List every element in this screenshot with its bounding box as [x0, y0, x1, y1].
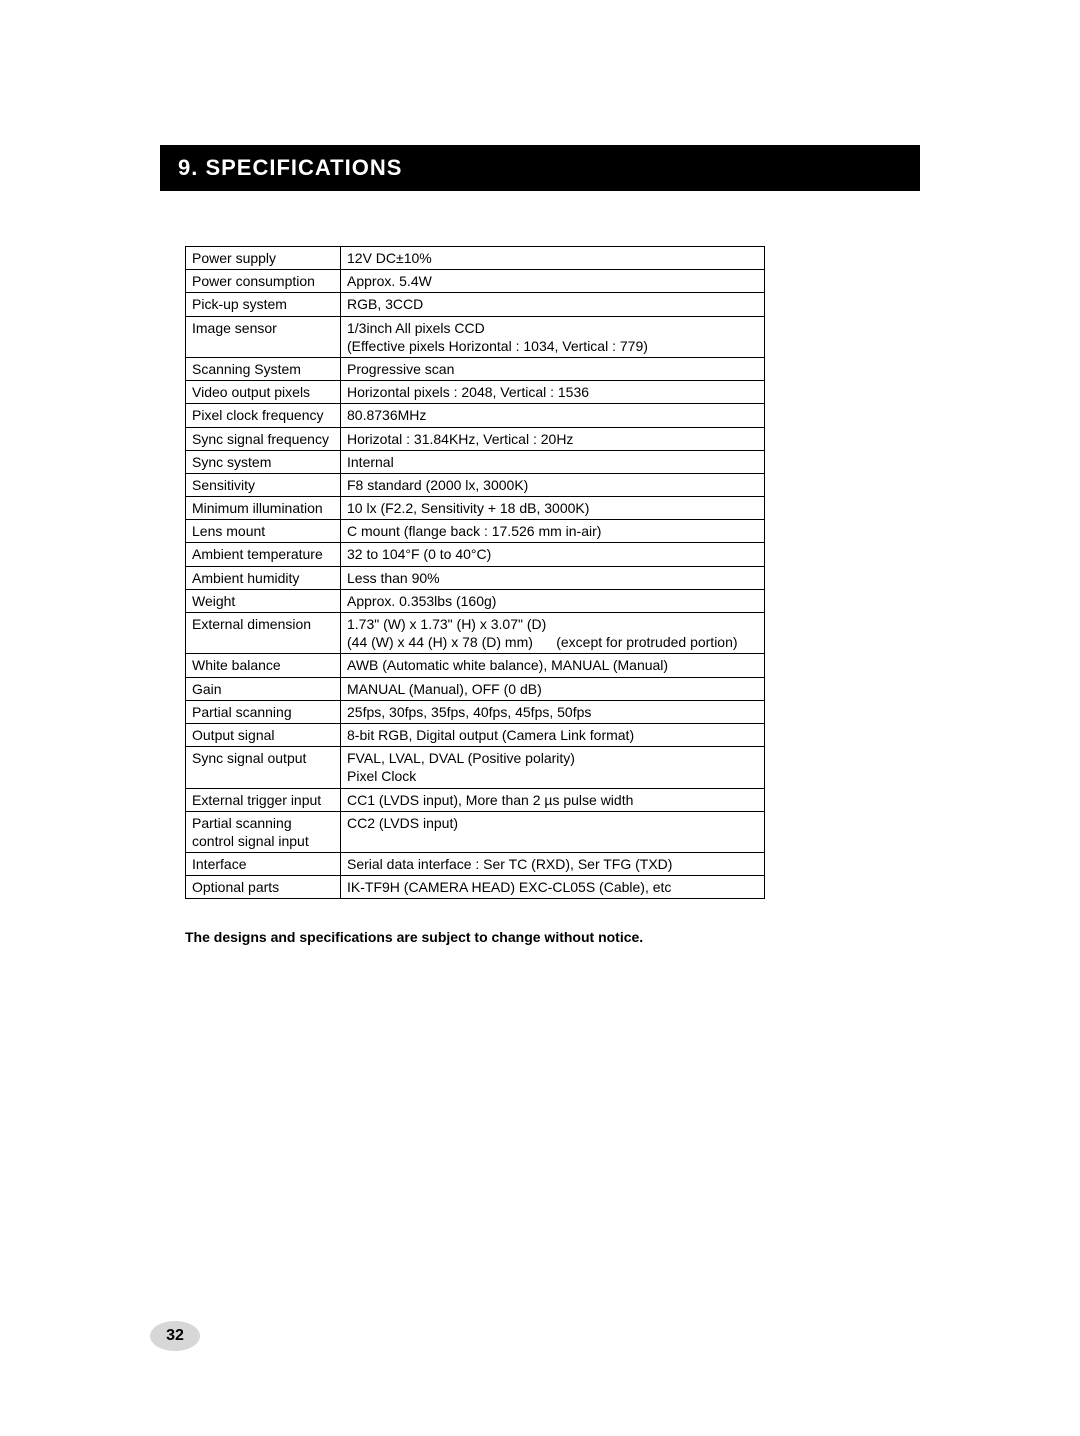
- spec-label: Gain: [186, 677, 341, 700]
- spec-value: Serial data interface : Ser TC (RXD), Se…: [341, 853, 765, 876]
- spec-value: CC1 (LVDS input), More than 2 µs pulse w…: [341, 788, 765, 811]
- spec-label: Sensitivity: [186, 473, 341, 496]
- spec-value: Internal: [341, 450, 765, 473]
- spec-value: Progressive scan: [341, 357, 765, 380]
- spec-label: Lens mount: [186, 520, 341, 543]
- spec-value: CC2 (LVDS input): [341, 811, 765, 852]
- spec-value: C mount (flange back : 17.526 mm in-air): [341, 520, 765, 543]
- specifications-table: Power supply12V DC±10%Power consumptionA…: [185, 246, 765, 899]
- spec-value: 25fps, 30fps, 35fps, 40fps, 45fps, 50fps: [341, 700, 765, 723]
- table-row: White balanceAWB (Automatic white balanc…: [186, 654, 765, 677]
- spec-label: Sync signal output: [186, 747, 341, 788]
- table-row: Optional partsIK-TF9H (CAMERA HEAD) EXC-…: [186, 876, 765, 899]
- spec-label: Pixel clock frequency: [186, 404, 341, 427]
- table-row: Power supply12V DC±10%: [186, 247, 765, 270]
- spec-label: Pick-up system: [186, 293, 341, 316]
- table-row: External dimension1.73" (W) x 1.73" (H) …: [186, 613, 765, 654]
- spec-label: Output signal: [186, 723, 341, 746]
- spec-label: Power consumption: [186, 270, 341, 293]
- spec-value: RGB, 3CCD: [341, 293, 765, 316]
- table-row: External trigger inputCC1 (LVDS input), …: [186, 788, 765, 811]
- table-row: Partial scanning25fps, 30fps, 35fps, 40f…: [186, 700, 765, 723]
- spec-value: 32 to 104°F (0 to 40°C): [341, 543, 765, 566]
- spec-label: External trigger input: [186, 788, 341, 811]
- spec-label: Minimum illumination: [186, 497, 341, 520]
- table-row: GainMANUAL (Manual), OFF (0 dB): [186, 677, 765, 700]
- spec-value: Horizotal : 31.84KHz, Vertical : 20Hz: [341, 427, 765, 450]
- table-row: Sync systemInternal: [186, 450, 765, 473]
- spec-label: Sync system: [186, 450, 341, 473]
- spec-label: Ambient humidity: [186, 566, 341, 589]
- table-row: Ambient temperature32 to 104°F (0 to 40°…: [186, 543, 765, 566]
- table-row: Minimum illumination10 lx (F2.2, Sensiti…: [186, 497, 765, 520]
- spec-label: Image sensor: [186, 316, 341, 357]
- spec-value: IK-TF9H (CAMERA HEAD) EXC-CL05S (Cable),…: [341, 876, 765, 899]
- spec-label: Video output pixels: [186, 381, 341, 404]
- spec-label: Ambient temperature: [186, 543, 341, 566]
- spec-label: Power supply: [186, 247, 341, 270]
- table-row: Partial scanning control signal inputCC2…: [186, 811, 765, 852]
- table-row: WeightApprox. 0.353lbs (160g): [186, 589, 765, 612]
- spec-value: FVAL, LVAL, DVAL (Positive polarity)Pixe…: [341, 747, 765, 788]
- spec-value: Approx. 5.4W: [341, 270, 765, 293]
- spec-value: MANUAL (Manual), OFF (0 dB): [341, 677, 765, 700]
- table-row: Ambient humidityLess than 90%: [186, 566, 765, 589]
- table-row: SensitivityF8 standard (2000 lx, 3000K): [186, 473, 765, 496]
- spec-label: Partial scanning control signal input: [186, 811, 341, 852]
- spec-value: 1.73" (W) x 1.73" (H) x 3.07" (D)(44 (W)…: [341, 613, 765, 654]
- spec-value: F8 standard (2000 lx, 3000K): [341, 473, 765, 496]
- spec-label: Interface: [186, 853, 341, 876]
- table-row: Lens mountC mount (flange back : 17.526 …: [186, 520, 765, 543]
- table-row: Sync signal frequencyHorizotal : 31.84KH…: [186, 427, 765, 450]
- table-row: Image sensor1/3inch All pixels CCD(Effec…: [186, 316, 765, 357]
- spec-value: Less than 90%: [341, 566, 765, 589]
- page-number-container: 32: [150, 1321, 200, 1351]
- spec-value: Horizontal pixels : 2048, Vertical : 153…: [341, 381, 765, 404]
- spec-label: Scanning System: [186, 357, 341, 380]
- table-row: Sync signal outputFVAL, LVAL, DVAL (Posi…: [186, 747, 765, 788]
- table-row: Video output pixelsHorizontal pixels : 2…: [186, 381, 765, 404]
- spec-label: White balance: [186, 654, 341, 677]
- table-row: Power consumptionApprox. 5.4W: [186, 270, 765, 293]
- table-row: Pick-up systemRGB, 3CCD: [186, 293, 765, 316]
- spec-label: Optional parts: [186, 876, 341, 899]
- table-row: InterfaceSerial data interface : Ser TC …: [186, 853, 765, 876]
- spec-value: 12V DC±10%: [341, 247, 765, 270]
- footnote-text: The designs and specifications are subje…: [185, 929, 920, 945]
- spec-value: Approx. 0.353lbs (160g): [341, 589, 765, 612]
- specifications-table-body: Power supply12V DC±10%Power consumptionA…: [186, 247, 765, 899]
- spec-label: Partial scanning: [186, 700, 341, 723]
- spec-value: 8-bit RGB, Digital output (Camera Link f…: [341, 723, 765, 746]
- table-row: Scanning SystemProgressive scan: [186, 357, 765, 380]
- spec-value: AWB (Automatic white balance), MANUAL (M…: [341, 654, 765, 677]
- spec-value: 80.8736MHz: [341, 404, 765, 427]
- spec-value: 10 lx (F2.2, Sensitivity + 18 dB, 3000K): [341, 497, 765, 520]
- spec-label: Weight: [186, 589, 341, 612]
- spec-label: Sync signal frequency: [186, 427, 341, 450]
- section-heading: 9. SPECIFICATIONS: [160, 145, 920, 191]
- spec-label: External dimension: [186, 613, 341, 654]
- page-number: 32: [150, 1321, 200, 1351]
- table-row: Pixel clock frequency80.8736MHz: [186, 404, 765, 427]
- page-content: 9. SPECIFICATIONS Power supply12V DC±10%…: [0, 0, 1080, 945]
- spec-value: 1/3inch All pixels CCD(Effective pixels …: [341, 316, 765, 357]
- table-row: Output signal8-bit RGB, Digital output (…: [186, 723, 765, 746]
